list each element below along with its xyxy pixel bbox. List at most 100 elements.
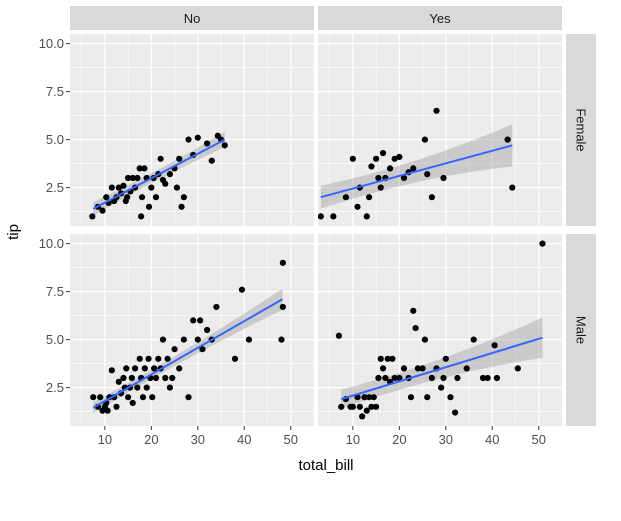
x-tick-label: 10: [346, 432, 360, 447]
data-point: [131, 365, 139, 372]
data-point: [278, 336, 285, 343]
data-point: [440, 174, 447, 182]
regression-line: [92, 298, 283, 409]
strip-top-no: No: [70, 6, 314, 30]
data-point: [90, 394, 97, 401]
data-point: [379, 149, 387, 157]
data-point: [479, 374, 487, 382]
data-point: [384, 355, 391, 362]
data-point: [389, 355, 396, 362]
data-point: [356, 403, 363, 410]
data-point: [185, 394, 192, 401]
data-point: [452, 409, 459, 416]
x-tick-label: 40: [237, 432, 251, 447]
panel-background: [70, 34, 314, 226]
data-point: [279, 303, 286, 311]
y-tick-label: 7.5: [46, 84, 64, 99]
data-point: [108, 367, 115, 374]
data-point: [504, 136, 511, 143]
data-point: [421, 336, 428, 343]
data-point: [433, 107, 440, 114]
data-point: [162, 180, 169, 187]
data-point: [509, 184, 516, 191]
data-point: [377, 355, 384, 362]
data-point: [173, 184, 180, 191]
data-point: [113, 403, 120, 410]
axes-layer: 2.5 5.0 7.5 10.0 2.5 5.0 7.5 10.0 10 20 30 40 50 10 20…: [39, 36, 546, 447]
data-point: [136, 355, 143, 362]
data-point: [245, 336, 253, 343]
data-point: [428, 194, 435, 201]
data-point: [493, 374, 501, 382]
data-point: [128, 374, 135, 382]
x-axis-title: total_bill: [298, 457, 353, 474]
data-point: [149, 394, 156, 401]
data-point: [136, 165, 143, 172]
data-point: [151, 365, 158, 372]
data-point: [391, 155, 398, 162]
panel-plot-area: [70, 34, 314, 226]
strip-label: No: [184, 11, 201, 26]
data-point: [148, 184, 155, 191]
data-point: [162, 374, 169, 382]
data-point: [370, 394, 377, 401]
panel-no-male: [70, 234, 314, 426]
data-point: [396, 374, 403, 382]
y-tick-label: 10.0: [39, 36, 64, 51]
y-tick-label: 2.5: [46, 180, 64, 195]
data-point: [391, 374, 398, 382]
data-point: [221, 142, 228, 149]
x-tick-label: 20: [144, 432, 158, 447]
data-point: [372, 403, 380, 410]
data-point: [145, 203, 153, 210]
data-point: [108, 184, 115, 191]
strip-label: Female: [574, 108, 589, 151]
data-point: [372, 155, 380, 162]
panel-yes-male: [318, 234, 562, 426]
data-point: [197, 317, 204, 324]
data-point: [447, 394, 454, 401]
data-point: [514, 365, 521, 372]
strip-label: Male: [574, 316, 589, 344]
data-point: [414, 365, 422, 372]
data-point: [190, 317, 197, 324]
data-point: [375, 174, 382, 182]
data-point: [134, 174, 141, 182]
data-point: [539, 240, 546, 247]
data-point: [199, 346, 206, 353]
data-point: [208, 157, 215, 164]
x-tick-label: 50: [284, 432, 298, 447]
data-point: [386, 165, 394, 172]
x-tick-label: 10: [98, 432, 112, 447]
x-tick-label: 30: [439, 432, 453, 447]
data-point: [204, 140, 211, 147]
data-point: [368, 403, 375, 410]
data-point: [342, 194, 349, 201]
data-point: [139, 394, 147, 401]
data-point: [138, 194, 146, 201]
data-point: [176, 365, 183, 372]
confidence-band: [93, 288, 283, 414]
data-point: [180, 336, 187, 343]
data-point: [361, 394, 368, 401]
data-point: [338, 403, 345, 410]
data-point: [396, 153, 403, 160]
y-tick-label: 5.0: [46, 132, 64, 147]
data-point: [115, 378, 122, 385]
data-point: [129, 399, 136, 407]
data-point: [484, 374, 491, 382]
data-point: [318, 213, 324, 220]
data-point: [359, 413, 366, 420]
data-point: [363, 407, 370, 414]
data-point: [442, 355, 449, 362]
y-tick-label: 10.0: [39, 236, 64, 251]
regression-line: [340, 336, 543, 401]
panel-plot-area: [318, 34, 562, 226]
data-point: [349, 155, 356, 162]
data-point: [421, 136, 428, 143]
data-point: [349, 403, 356, 410]
data-point: [407, 394, 415, 401]
data-point: [438, 384, 445, 391]
data-point: [379, 365, 387, 372]
data-point: [410, 165, 417, 172]
